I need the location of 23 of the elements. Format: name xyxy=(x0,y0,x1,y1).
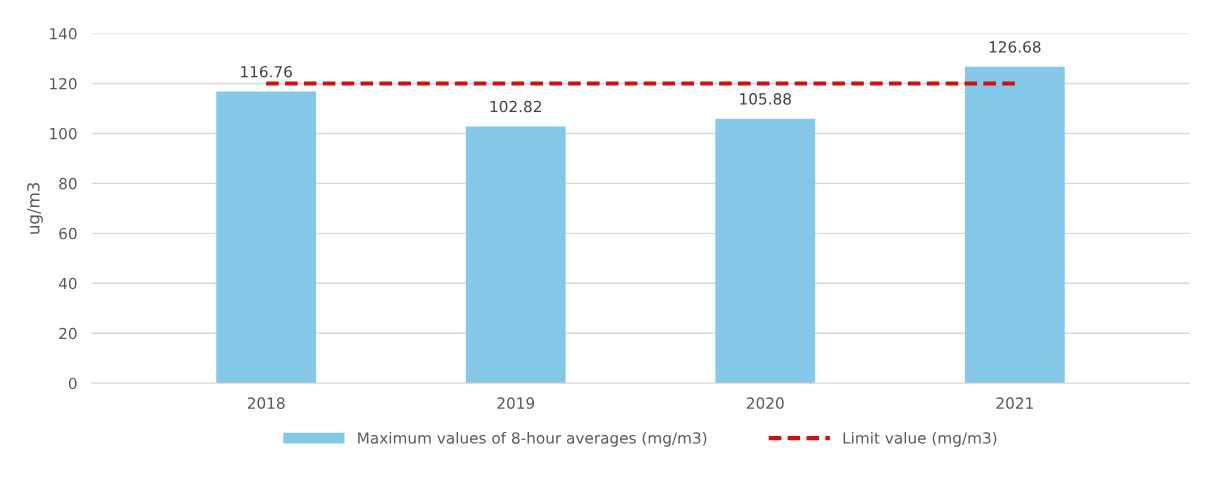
y-axis-title: ug/m3 xyxy=(27,182,43,234)
bar xyxy=(715,118,816,384)
x-tick-label: 2018 xyxy=(247,397,285,409)
x-tick-label: 2021 xyxy=(996,397,1033,409)
data-label: 126.68 xyxy=(989,41,1041,53)
y-tick-label: 60 xyxy=(59,227,77,240)
bar xyxy=(465,126,566,384)
y-tick-label: 120 xyxy=(50,77,77,90)
y-tick-label: 100 xyxy=(50,127,77,140)
legend-label: Maximum values of 8-hour averages (mg/m3) xyxy=(358,431,707,447)
y-tick-label: 0 xyxy=(68,377,77,390)
bar xyxy=(964,66,1065,384)
x-tick-label: 2020 xyxy=(746,397,784,409)
bar xyxy=(216,91,317,384)
y-tick-label: 20 xyxy=(59,327,77,340)
x-tick-label: 2019 xyxy=(497,397,535,409)
legend-label: Limit value (mg/m3) xyxy=(843,431,997,447)
y-tick-label: 140 xyxy=(50,28,77,40)
data-label: 102.82 xyxy=(490,100,541,113)
y-tick-label: 40 xyxy=(58,277,77,290)
y-tick-label: 80 xyxy=(59,177,77,190)
data-label: 105.88 xyxy=(740,93,791,105)
data-label: 116.76 xyxy=(241,65,292,78)
